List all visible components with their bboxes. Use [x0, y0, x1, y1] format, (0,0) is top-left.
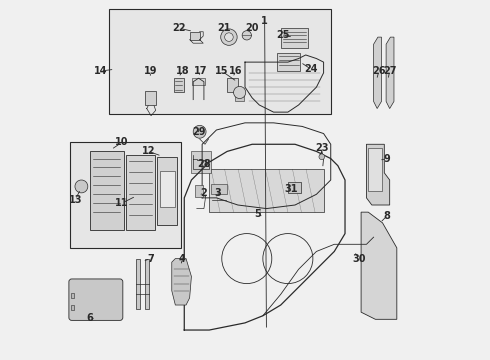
Polygon shape	[373, 37, 381, 109]
FancyBboxPatch shape	[70, 143, 181, 248]
FancyBboxPatch shape	[109, 9, 331, 114]
FancyBboxPatch shape	[209, 169, 323, 212]
FancyBboxPatch shape	[71, 293, 73, 298]
Text: 22: 22	[172, 23, 186, 33]
FancyBboxPatch shape	[173, 78, 184, 93]
FancyBboxPatch shape	[145, 258, 149, 309]
Text: 4: 4	[179, 253, 186, 264]
FancyBboxPatch shape	[160, 171, 175, 207]
Text: 31: 31	[285, 184, 298, 194]
FancyBboxPatch shape	[281, 28, 308, 48]
FancyBboxPatch shape	[195, 185, 203, 197]
Polygon shape	[361, 212, 397, 319]
Text: 10: 10	[115, 138, 128, 148]
Circle shape	[193, 125, 206, 138]
FancyBboxPatch shape	[288, 182, 301, 193]
Text: 23: 23	[315, 143, 329, 153]
Text: 21: 21	[217, 23, 230, 33]
Text: 18: 18	[176, 66, 189, 76]
Circle shape	[220, 29, 237, 45]
Polygon shape	[386, 37, 394, 109]
FancyBboxPatch shape	[368, 148, 382, 191]
FancyBboxPatch shape	[192, 152, 211, 173]
Text: 2: 2	[200, 188, 207, 198]
Circle shape	[319, 154, 325, 159]
Text: 16: 16	[229, 66, 243, 76]
Text: 24: 24	[304, 64, 318, 74]
Text: 3: 3	[215, 188, 221, 198]
Text: 17: 17	[194, 66, 207, 76]
Circle shape	[242, 31, 251, 40]
FancyBboxPatch shape	[190, 32, 199, 40]
Circle shape	[224, 33, 233, 41]
Text: 14: 14	[94, 66, 107, 76]
Text: 28: 28	[197, 159, 211, 169]
Text: 30: 30	[353, 253, 366, 264]
FancyBboxPatch shape	[157, 157, 177, 225]
Text: 29: 29	[192, 127, 205, 137]
Circle shape	[75, 180, 88, 193]
Text: 9: 9	[384, 154, 391, 163]
FancyBboxPatch shape	[211, 184, 227, 194]
FancyBboxPatch shape	[126, 155, 155, 230]
Text: 5: 5	[254, 209, 261, 219]
Text: 8: 8	[384, 211, 391, 221]
Text: 13: 13	[69, 195, 82, 204]
Text: 20: 20	[245, 23, 259, 33]
FancyBboxPatch shape	[145, 91, 156, 105]
Text: 27: 27	[383, 66, 396, 76]
FancyBboxPatch shape	[235, 93, 244, 102]
Text: 19: 19	[144, 66, 157, 76]
FancyBboxPatch shape	[71, 305, 73, 310]
Polygon shape	[367, 144, 390, 205]
Text: 25: 25	[276, 30, 289, 40]
Text: 12: 12	[142, 147, 155, 157]
FancyBboxPatch shape	[90, 152, 123, 230]
Text: 11: 11	[115, 198, 128, 208]
FancyBboxPatch shape	[136, 258, 140, 309]
FancyBboxPatch shape	[227, 78, 238, 93]
FancyBboxPatch shape	[277, 53, 300, 71]
Text: 6: 6	[86, 312, 93, 323]
Text: 15: 15	[215, 66, 228, 76]
Text: 26: 26	[372, 66, 386, 76]
FancyBboxPatch shape	[69, 279, 123, 320]
Polygon shape	[172, 258, 192, 305]
Circle shape	[234, 86, 245, 99]
Text: 7: 7	[147, 253, 154, 264]
FancyBboxPatch shape	[193, 78, 205, 85]
Text: 1: 1	[261, 16, 268, 26]
